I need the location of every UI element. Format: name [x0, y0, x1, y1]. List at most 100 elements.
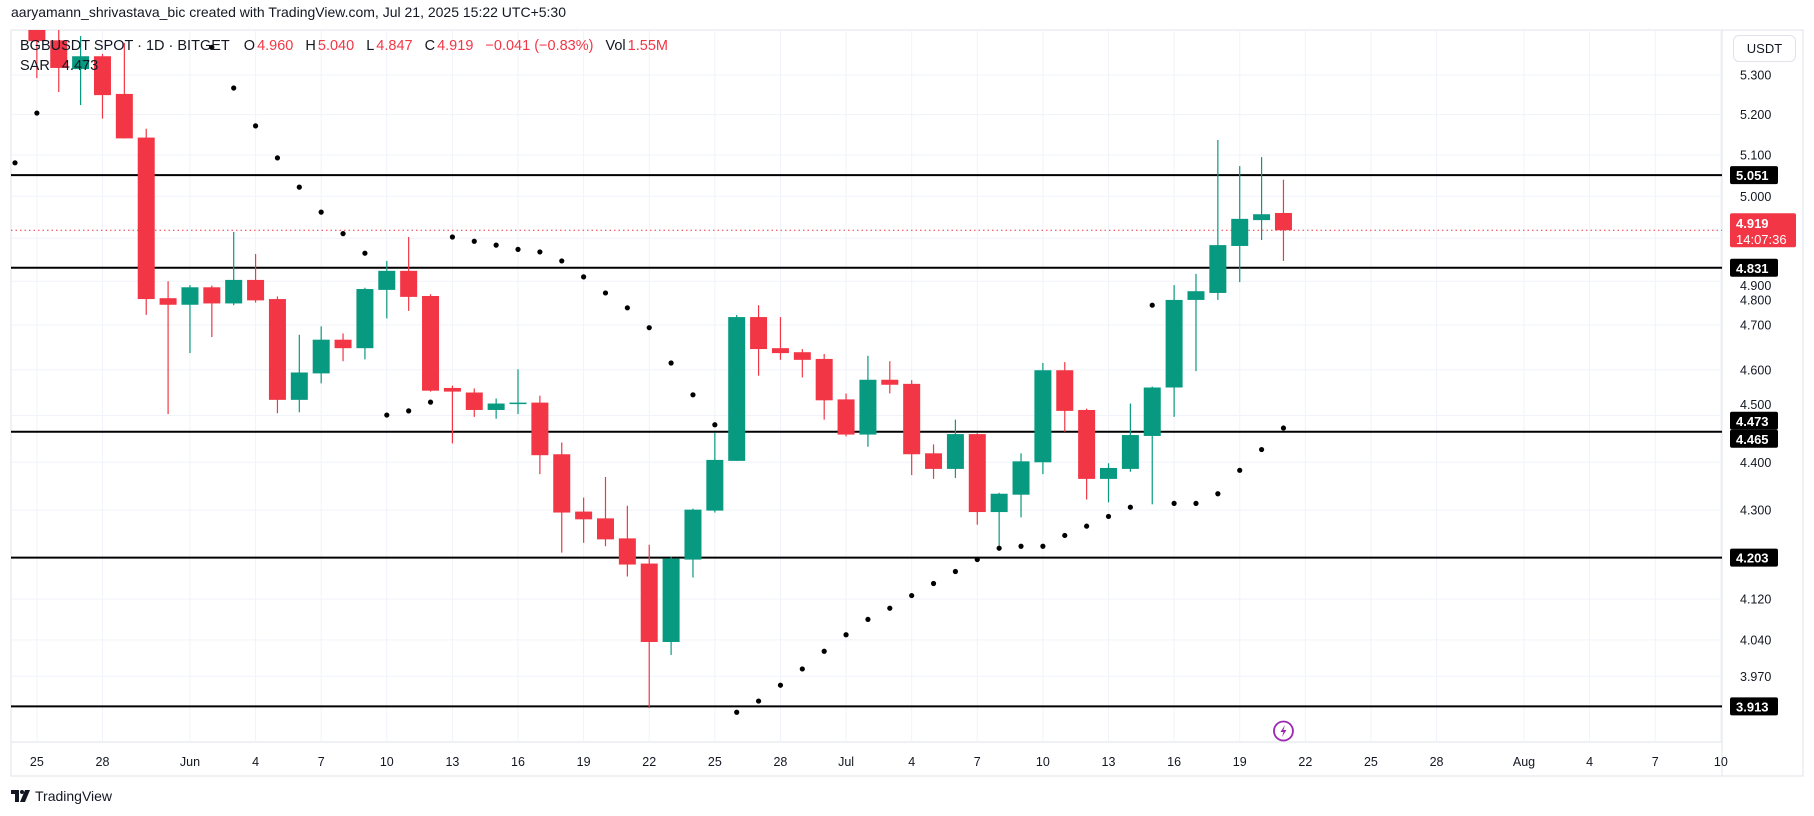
level-price-label-bg [1730, 429, 1778, 448]
indicator-value: 4.473 [61, 58, 99, 74]
low-label: L [366, 38, 375, 54]
candle-body [837, 399, 855, 435]
high-value: 5.040 [317, 38, 355, 54]
candle-down [137, 128, 155, 315]
price-tick-label: 4.900 [1740, 279, 1771, 293]
sar-dot [12, 160, 18, 166]
sar-dot [384, 412, 390, 418]
symbol-title[interactable]: BGBUSDT SPOT · 1D · BITGET [20, 38, 230, 54]
price-tick-label: 4.400 [1740, 456, 1771, 470]
candle-body [290, 372, 308, 400]
candle-up [1165, 285, 1183, 417]
candle-down [750, 305, 768, 376]
candle-body [1056, 370, 1074, 411]
date-tick-label: 28 [1430, 755, 1444, 769]
price-tick-label: 5.300 [1740, 69, 1771, 83]
sar-dot [602, 290, 609, 296]
sar-dot [427, 399, 434, 405]
sar-dot [1171, 500, 1177, 506]
date-tick-label: 13 [1102, 755, 1116, 769]
date-tick-label: 19 [1233, 755, 1247, 769]
tradingview-logo[interactable]: TradingView [11, 788, 112, 804]
price-tick-label: 3.970 [1740, 670, 1771, 684]
candle-down [422, 294, 440, 392]
symbol-legend: BGBUSDT SPOT · 1D · BITGET O 4.960 H 5.040… [20, 38, 670, 54]
sar-dot [974, 556, 980, 563]
date-tick-label: 4 [252, 755, 259, 769]
candle-body [50, 40, 68, 68]
candle-body [247, 279, 265, 301]
countdown-text: 14:07:36 [1736, 232, 1787, 247]
sar-price-label: 4.473 [1730, 411, 1778, 430]
sar-dot [821, 648, 827, 654]
candle-body [422, 296, 440, 391]
sar-dot [1040, 543, 1046, 549]
sar-dot [1084, 523, 1090, 529]
price-tick-label: 4.500 [1740, 398, 1771, 412]
candle-body [203, 287, 221, 304]
candle-down [203, 285, 221, 338]
sar-dot [887, 605, 893, 611]
change-value: −0.041 (−0.83%) [485, 38, 594, 54]
sar-dot [1280, 425, 1287, 431]
currency-button[interactable]: USDT [1733, 35, 1796, 62]
date-tick-label: 25 [30, 755, 44, 769]
candle-up [728, 314, 746, 461]
candle-body [903, 383, 921, 455]
candle-up [1187, 273, 1205, 372]
candle-down [553, 442, 571, 553]
candle-body [268, 299, 286, 400]
candle-body [1209, 245, 1227, 293]
level-price-label-text: 4.465 [1736, 432, 1769, 447]
candle-body [750, 317, 768, 350]
sar-dot [996, 545, 1002, 551]
candle-body [706, 459, 724, 511]
volume-value: 1.55M [627, 38, 668, 54]
sar-dot [515, 246, 521, 252]
candle-down [618, 505, 636, 577]
sar-price-label-bg [1730, 411, 1778, 430]
open-value: 4.960 [257, 38, 294, 54]
sar-dot [252, 123, 259, 129]
candle-down [640, 544, 658, 708]
sar-dot [1237, 467, 1243, 473]
candle-body [968, 434, 986, 513]
candle-body [225, 279, 243, 304]
level-price-label: 4.831 [1730, 258, 1778, 277]
event-marker[interactable] [1273, 720, 1294, 742]
candle-body [28, 30, 46, 42]
candle-body [465, 392, 483, 410]
sar-dot [755, 698, 762, 704]
candle-down [93, 53, 111, 119]
candle-body [1253, 214, 1271, 221]
high-label: H [305, 38, 316, 54]
candle-body [159, 298, 177, 305]
level-price-label-text: 4.831 [1736, 261, 1769, 276]
sar-dot [209, 44, 215, 50]
candle-down [771, 317, 789, 360]
candle-body [640, 563, 658, 642]
candle-down [1056, 362, 1074, 432]
sar-dot [537, 249, 543, 255]
candle-up [859, 355, 877, 447]
indicator-name: SAR [20, 58, 50, 74]
level-price-label-bg [1730, 166, 1778, 185]
candle-up [72, 36, 90, 106]
sar-dot [843, 632, 849, 638]
candle-body [72, 56, 90, 70]
candle-body [93, 56, 111, 96]
date-tick-label: Jun [180, 755, 200, 769]
candle-down [50, 30, 68, 92]
indicator-legend[interactable]: SAR 4.473 [20, 58, 100, 74]
level-price-label-bg [1730, 258, 1778, 277]
price-tick-label: 4.700 [1740, 319, 1771, 333]
candle-up [706, 432, 724, 513]
date-tick-label: 10 [1036, 755, 1050, 769]
candle-down [268, 296, 286, 414]
sar-dot [1062, 532, 1068, 539]
candle-body [618, 538, 636, 565]
price-tick-label: 4.040 [1740, 633, 1771, 647]
price-tick-label: 5.100 [1740, 149, 1771, 163]
sar-dot [340, 231, 346, 237]
